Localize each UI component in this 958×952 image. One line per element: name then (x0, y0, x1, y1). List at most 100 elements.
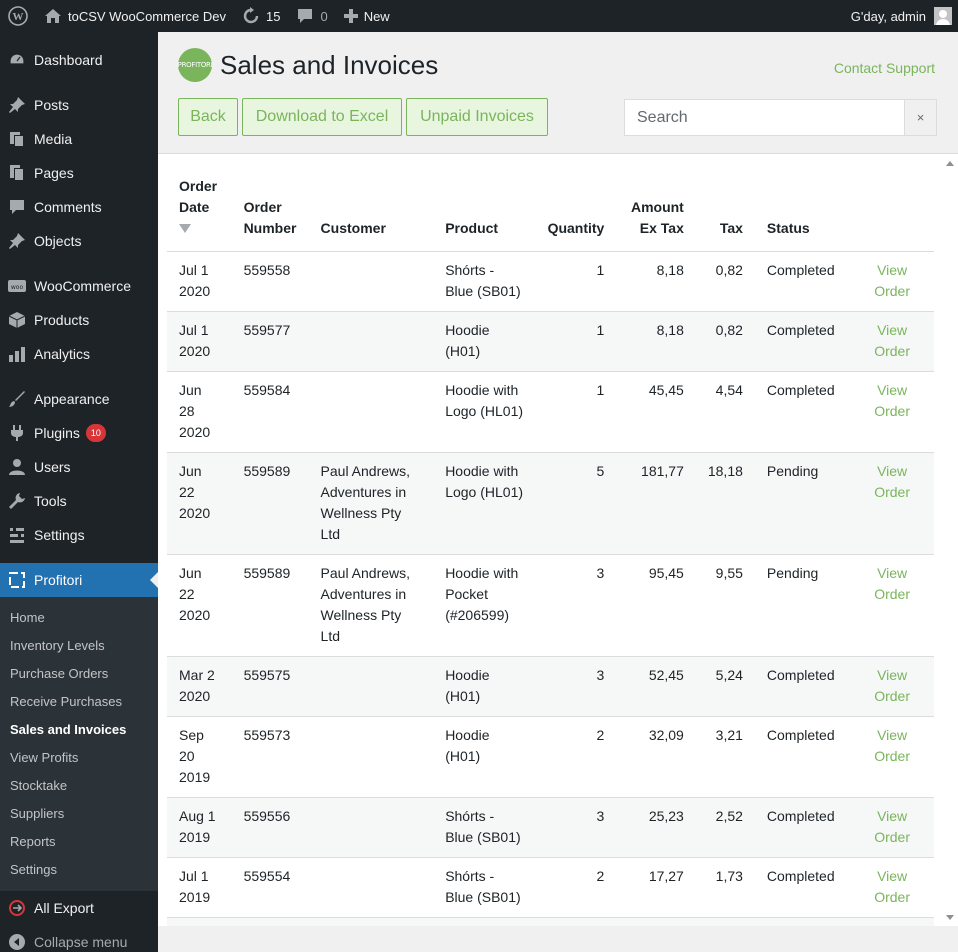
sidebar-item-media[interactable]: Media (0, 122, 158, 156)
updates-link[interactable]: 15 (234, 0, 288, 32)
sidebar-item-pages[interactable]: Pages (0, 156, 158, 190)
svg-text:woo: woo (11, 284, 24, 291)
column-status[interactable]: Status (754, 176, 851, 252)
cell-product: Hoodie with Pocket (#206599) (433, 554, 536, 657)
cell-amount-ex-tax: 95,45 (616, 554, 696, 657)
submenu-inventory-levels[interactable]: Inventory Levels (10, 637, 105, 653)
cell-customer: Paul Andrews, Adventures in Wellness Pty… (308, 554, 434, 657)
wrench-icon (8, 492, 26, 510)
column-customer[interactable]: Customer (308, 176, 434, 252)
sidebar-item-products[interactable]: Products (0, 303, 158, 337)
collapse-menu-button[interactable]: Collapse menu (0, 925, 158, 952)
submenu-view-profits[interactable]: View Profits (10, 749, 79, 765)
column-order-number[interactable]: Order Number (231, 176, 309, 252)
cell-order-number: 559575 (231, 656, 309, 717)
cell-quantity: 3 (535, 797, 617, 858)
view-order-link[interactable]: View Order (850, 452, 934, 555)
column-amount-ex-tax[interactable]: Amount Ex Tax (616, 176, 696, 252)
cell-order-date: Jun 22 2020 (167, 452, 232, 555)
submenu-home[interactable]: Home (10, 609, 45, 625)
view-order-link[interactable]: View Order (850, 716, 934, 798)
scroll-up-icon[interactable] (946, 161, 954, 166)
box-icon (8, 311, 26, 329)
sidebar-item-users[interactable]: Users (0, 450, 158, 484)
clear-search-button[interactable]: × (904, 99, 937, 136)
comment-icon (8, 198, 26, 216)
page-title: Sales and Invoices (220, 49, 439, 80)
wordpress-logo-icon[interactable]: W (0, 0, 36, 32)
new-content-link[interactable]: New (336, 0, 398, 32)
profitori-logo: PROFITORI (178, 48, 213, 82)
cell-tax: 0,82 (695, 311, 755, 372)
view-order-link[interactable]: View Order (850, 371, 934, 453)
sort-desc-icon (179, 224, 191, 233)
view-order-link[interactable]: View Order (850, 311, 934, 372)
media-icon (8, 130, 26, 148)
site-name-link[interactable]: toCSV WooCommerce Dev (36, 0, 234, 32)
submenu-receive-purchases[interactable]: Receive Purchases (10, 693, 122, 709)
download-excel-button[interactable]: Download to Excel (242, 98, 402, 136)
back-button[interactable]: Back (178, 98, 238, 136)
export-icon (8, 899, 26, 917)
submenu-sales-and-invoices[interactable]: Sales and Invoices (10, 721, 127, 737)
submenu-stocktake[interactable]: Stocktake (10, 777, 68, 793)
sidebar-item-comments[interactable]: Comments (0, 190, 158, 224)
sidebar-item-profitori[interactable]: Profitori (0, 563, 158, 597)
cell-order-date: Jul 1 2020 (167, 251, 232, 312)
submenu-purchase-orders[interactable]: Purchase Orders (10, 665, 109, 681)
view-order-link[interactable]: View Order (850, 797, 934, 858)
view-order-link[interactable]: View Order (850, 656, 934, 717)
submenu-reports[interactable]: Reports (10, 833, 56, 849)
sidebar-item-tools[interactable]: Tools (0, 484, 158, 518)
sidebar-item-posts[interactable]: Posts (0, 88, 158, 122)
search-input[interactable] (624, 99, 905, 136)
cell-tax: 9,55 (695, 554, 755, 657)
column-tax[interactable]: Tax (695, 176, 755, 252)
unpaid-invoices-button[interactable]: Unpaid Invoices (406, 98, 548, 136)
vertical-scrollbar[interactable] (942, 154, 958, 926)
view-order-link[interactable]: View Order (850, 857, 934, 918)
cell-product: Hoodie (H01) (433, 716, 536, 798)
sidebar-item-plugins[interactable]: Plugins 10 (0, 416, 158, 450)
contact-support-link[interactable]: Contact Support (833, 60, 935, 76)
view-order-link[interactable]: View Order (850, 251, 934, 312)
dashboard-icon (8, 51, 26, 69)
sidebar-item-appearance[interactable]: Appearance (0, 382, 158, 416)
submenu-suppliers[interactable]: Suppliers (10, 805, 65, 821)
sidebar-item-all-export[interactable]: All Export (0, 891, 158, 925)
table-row: Mar 2 2020 559575 Hoodie (H01) 3 52,45 5,24 Co… (167, 656, 934, 717)
table-row: Sep 20 2019 559573 Hoodie (H01) 2 32,09 3,21 C… (167, 716, 934, 798)
cell-customer (308, 797, 434, 858)
home-icon (44, 8, 62, 24)
column-quantity[interactable]: Quantity (535, 176, 617, 252)
cell-status: Completed (754, 251, 851, 312)
view-order-link[interactable]: View Order (850, 917, 934, 926)
sidebar-item-settings[interactable]: Settings (0, 518, 158, 552)
cell-amount-ex-tax: 17,27 (616, 857, 696, 918)
greeting: G'day, admin (850, 8, 926, 24)
updates-count: 15 (265, 8, 281, 24)
cell-amount-ex-tax: 32,09 (616, 716, 696, 798)
column-product[interactable]: Product (433, 176, 536, 252)
column-order-date[interactable]: Order Date (167, 176, 232, 252)
table-row: Jun 22 2020 559589 Paul Andrews, Adventure… (167, 554, 934, 657)
view-order-link[interactable]: View Order (850, 554, 934, 657)
cell-product: Shórts - Blue (SB01) (433, 251, 536, 312)
cell-amount-ex-tax: 25,23 (616, 797, 696, 858)
sidebar-item-dashboard[interactable]: Dashboard (0, 43, 158, 77)
cell-order-date: Jun 28 2020 (167, 371, 232, 453)
scroll-down-icon[interactable] (946, 915, 954, 920)
sidebar-item-woocommerce[interactable]: woo WooCommerce (0, 269, 158, 303)
profitori-submenu: Home Inventory Levels Purchase Orders Re… (0, 597, 158, 891)
sidebar-item-objects[interactable]: Objects (0, 224, 158, 258)
submenu-settings[interactable]: Settings (10, 861, 57, 877)
cell-order-number: 559589 (231, 554, 309, 657)
sidebar-item-analytics[interactable]: Analytics (0, 337, 158, 371)
comments-link[interactable]: 0 (288, 0, 335, 32)
cell-order-date: Mar 2 2020 (167, 656, 232, 717)
woo-icon: woo (8, 277, 26, 295)
pin-icon (8, 96, 26, 114)
pin-icon (8, 232, 26, 250)
cell-amount-ex-tax: 18,18 (616, 917, 696, 926)
account-menu[interactable]: G'day, admin (843, 0, 958, 32)
